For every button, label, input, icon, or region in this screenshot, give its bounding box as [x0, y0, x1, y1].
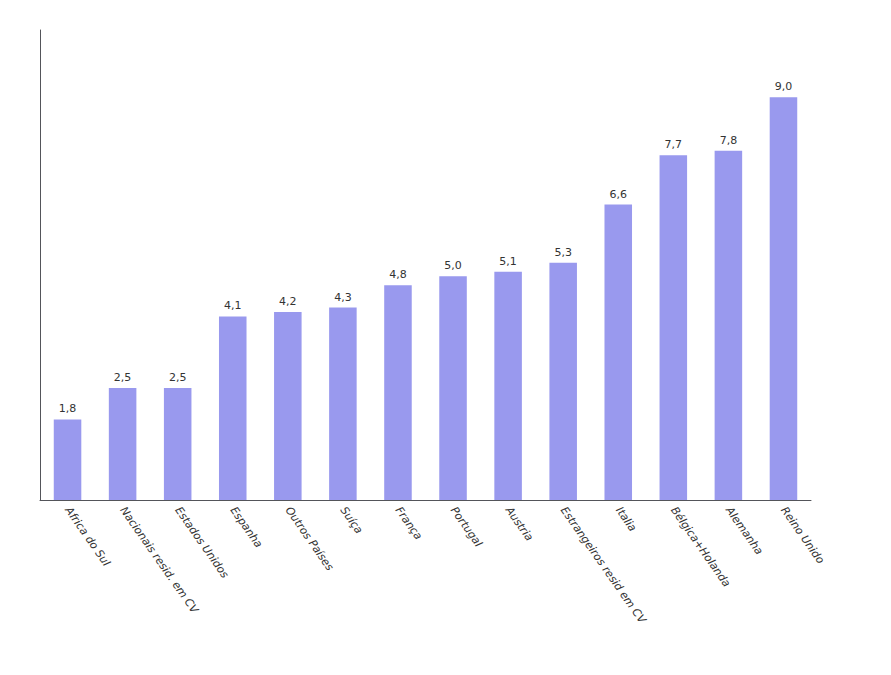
svg-text:2,5: 2,5: [169, 371, 187, 384]
svg-text:7,8: 7,8: [720, 134, 738, 147]
svg-text:5,0: 5,0: [444, 259, 462, 272]
svg-text:Reino Unido: Reino Unido: [778, 504, 827, 566]
svg-text:Nacionais resid. em CV: Nacionais resid. em CV: [117, 504, 201, 616]
svg-text:5,1: 5,1: [499, 255, 516, 268]
svg-text:4,3: 4,3: [334, 291, 352, 304]
svg-text:9,0: 9,0: [775, 80, 793, 93]
svg-text:4,1: 4,1: [224, 299, 242, 312]
svg-text:Bélgica+Holanda: Bélgica+Holanda: [668, 504, 733, 589]
svg-text:França: França: [393, 504, 425, 542]
svg-text:Portugal: Portugal: [448, 504, 485, 549]
svg-text:Espanha: Espanha: [227, 504, 265, 550]
svg-text:6,6: 6,6: [610, 188, 628, 201]
svg-text:Suíça: Suíça: [338, 504, 366, 536]
svg-text:4,2: 4,2: [279, 295, 297, 308]
svg-text:4,8: 4,8: [389, 268, 407, 281]
svg-text:7,7: 7,7: [665, 138, 683, 151]
svg-text:5,3: 5,3: [554, 246, 572, 259]
svg-text:Outros Países: Outros Países: [282, 504, 336, 573]
svg-text:2,5: 2,5: [114, 371, 132, 384]
svg-text:Estados Unidos: Estados Unidos: [172, 504, 231, 581]
svg-text:Estrangeiros resid em CV: Estrangeiros resid em CV: [558, 504, 649, 627]
svg-text:Africa do Sul: Africa do Sul: [62, 503, 113, 568]
svg-text:Austria: Austria: [502, 503, 536, 543]
svg-text:Italia: Italia: [613, 504, 639, 534]
svg-text:1,8: 1,8: [59, 402, 77, 415]
svg-text:Alemanha: Alemanha: [722, 503, 765, 557]
